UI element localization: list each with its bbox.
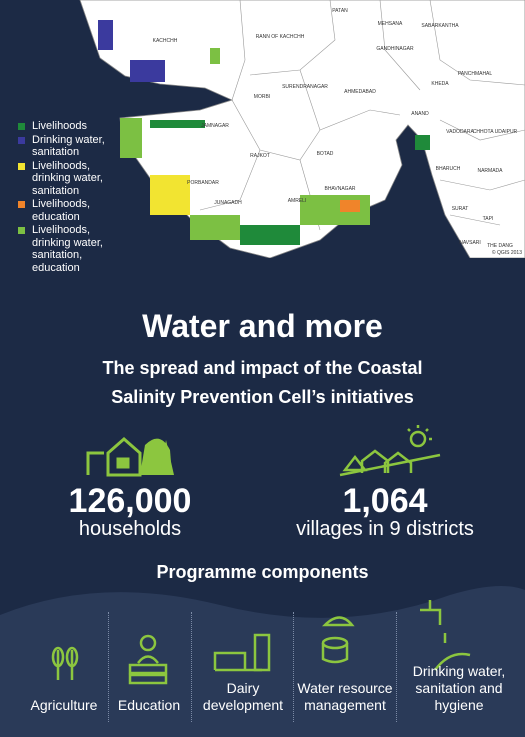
stat-value: 1,064 <box>342 482 428 520</box>
legend-label: Drinking water, sanitation <box>32 133 105 159</box>
legend-swatch <box>18 136 25 144</box>
district-label: RANN OF KACHCHH <box>256 34 305 40</box>
component-label: Drinking water, sanitation and hygiene <box>412 663 506 713</box>
subtitle: The spread and impact of the Coastal <box>102 358 423 378</box>
band <box>0 586 525 737</box>
district-label: AMRELI <box>288 198 307 204</box>
legend-label: Livelihoods, education <box>32 198 91 223</box>
district-label: RAJKOT <box>250 153 270 159</box>
legend-item: Livelihoods, drinking water, sanitation <box>18 160 128 198</box>
stat-value: 126,000 <box>68 482 192 520</box>
district-label: JAMNAGAR <box>201 123 229 129</box>
component-label: Education <box>117 697 181 713</box>
district-label: VADODARA <box>446 129 474 135</box>
components-heading: Programme components <box>156 562 369 582</box>
district-label: MORBI <box>254 94 270 100</box>
legend-swatch <box>18 123 25 130</box>
district-label: TAPI <box>483 216 494 222</box>
stat-label: villages in 9 districts <box>296 518 474 540</box>
district-label: THE DANG <box>487 243 513 249</box>
legend-item: Livelihoods <box>18 120 128 133</box>
district-label: BHARUCH <box>436 166 461 172</box>
district-label: AHMEDABAD <box>344 89 376 95</box>
legend-label: Livelihoods, drinking water, sanitation,… <box>32 224 103 274</box>
district-label: SABARKANTHA <box>421 23 459 29</box>
stat-icons <box>86 425 441 477</box>
separator <box>108 612 109 722</box>
district-label: GANDHINAGAR <box>376 46 414 52</box>
title: Water and more <box>142 308 383 344</box>
component-label: Dairy development <box>202 680 284 713</box>
district-label: CHHOTA UDAIPUR <box>473 129 518 135</box>
district-label: SURENDRANAGAR <box>282 84 328 90</box>
legend-item: Livelihoods, drinking water, sanitation,… <box>18 224 128 274</box>
district-label: PANCHMAHAL <box>458 71 493 77</box>
district-label: NARMADA <box>477 168 503 174</box>
legend-item: Livelihoods, education <box>18 198 128 223</box>
map-credit: © QGIS 2013 <box>492 249 522 256</box>
legend-swatch <box>18 201 25 208</box>
legend-swatch <box>18 162 25 170</box>
stat-label: households <box>78 518 182 540</box>
legend-swatch <box>18 227 25 234</box>
district-label: MEHSANA <box>378 21 403 27</box>
district-label: NAVSARI <box>459 240 481 246</box>
district-label: JUNAGADH <box>214 200 242 206</box>
legend-label: Livelihoods <box>32 120 88 132</box>
subtitle: Salinity Prevention Cell’s initiatives <box>111 387 414 407</box>
component-label: Agriculture <box>30 697 98 713</box>
district-label: BHAVNAGAR <box>324 186 355 192</box>
separator <box>191 612 192 722</box>
separator <box>396 612 397 722</box>
district-label: SURAT <box>452 206 469 212</box>
district-label: PORBANDAR <box>187 180 219 186</box>
district-label: ANAND <box>411 111 429 117</box>
district-label: PATAN <box>332 8 348 14</box>
coverage-dots <box>98 20 430 245</box>
separator <box>293 612 294 722</box>
legend-label: Livelihoods, drinking water, sanitation <box>32 159 103 197</box>
district-label: KHEDA <box>431 81 449 87</box>
map: RANN OF KACHCHH PATAN MEHSANA SABARKANTHA KA… <box>0 0 525 258</box>
legend: Livelihoods Drinking water, sanitation Liv… <box>18 120 128 275</box>
component-label: Water resource management <box>297 680 393 713</box>
district-label: KACHCHH <box>153 38 178 44</box>
district-label: BOTAD <box>317 151 334 157</box>
legend-item: Drinking water, sanitation <box>18 134 128 159</box>
